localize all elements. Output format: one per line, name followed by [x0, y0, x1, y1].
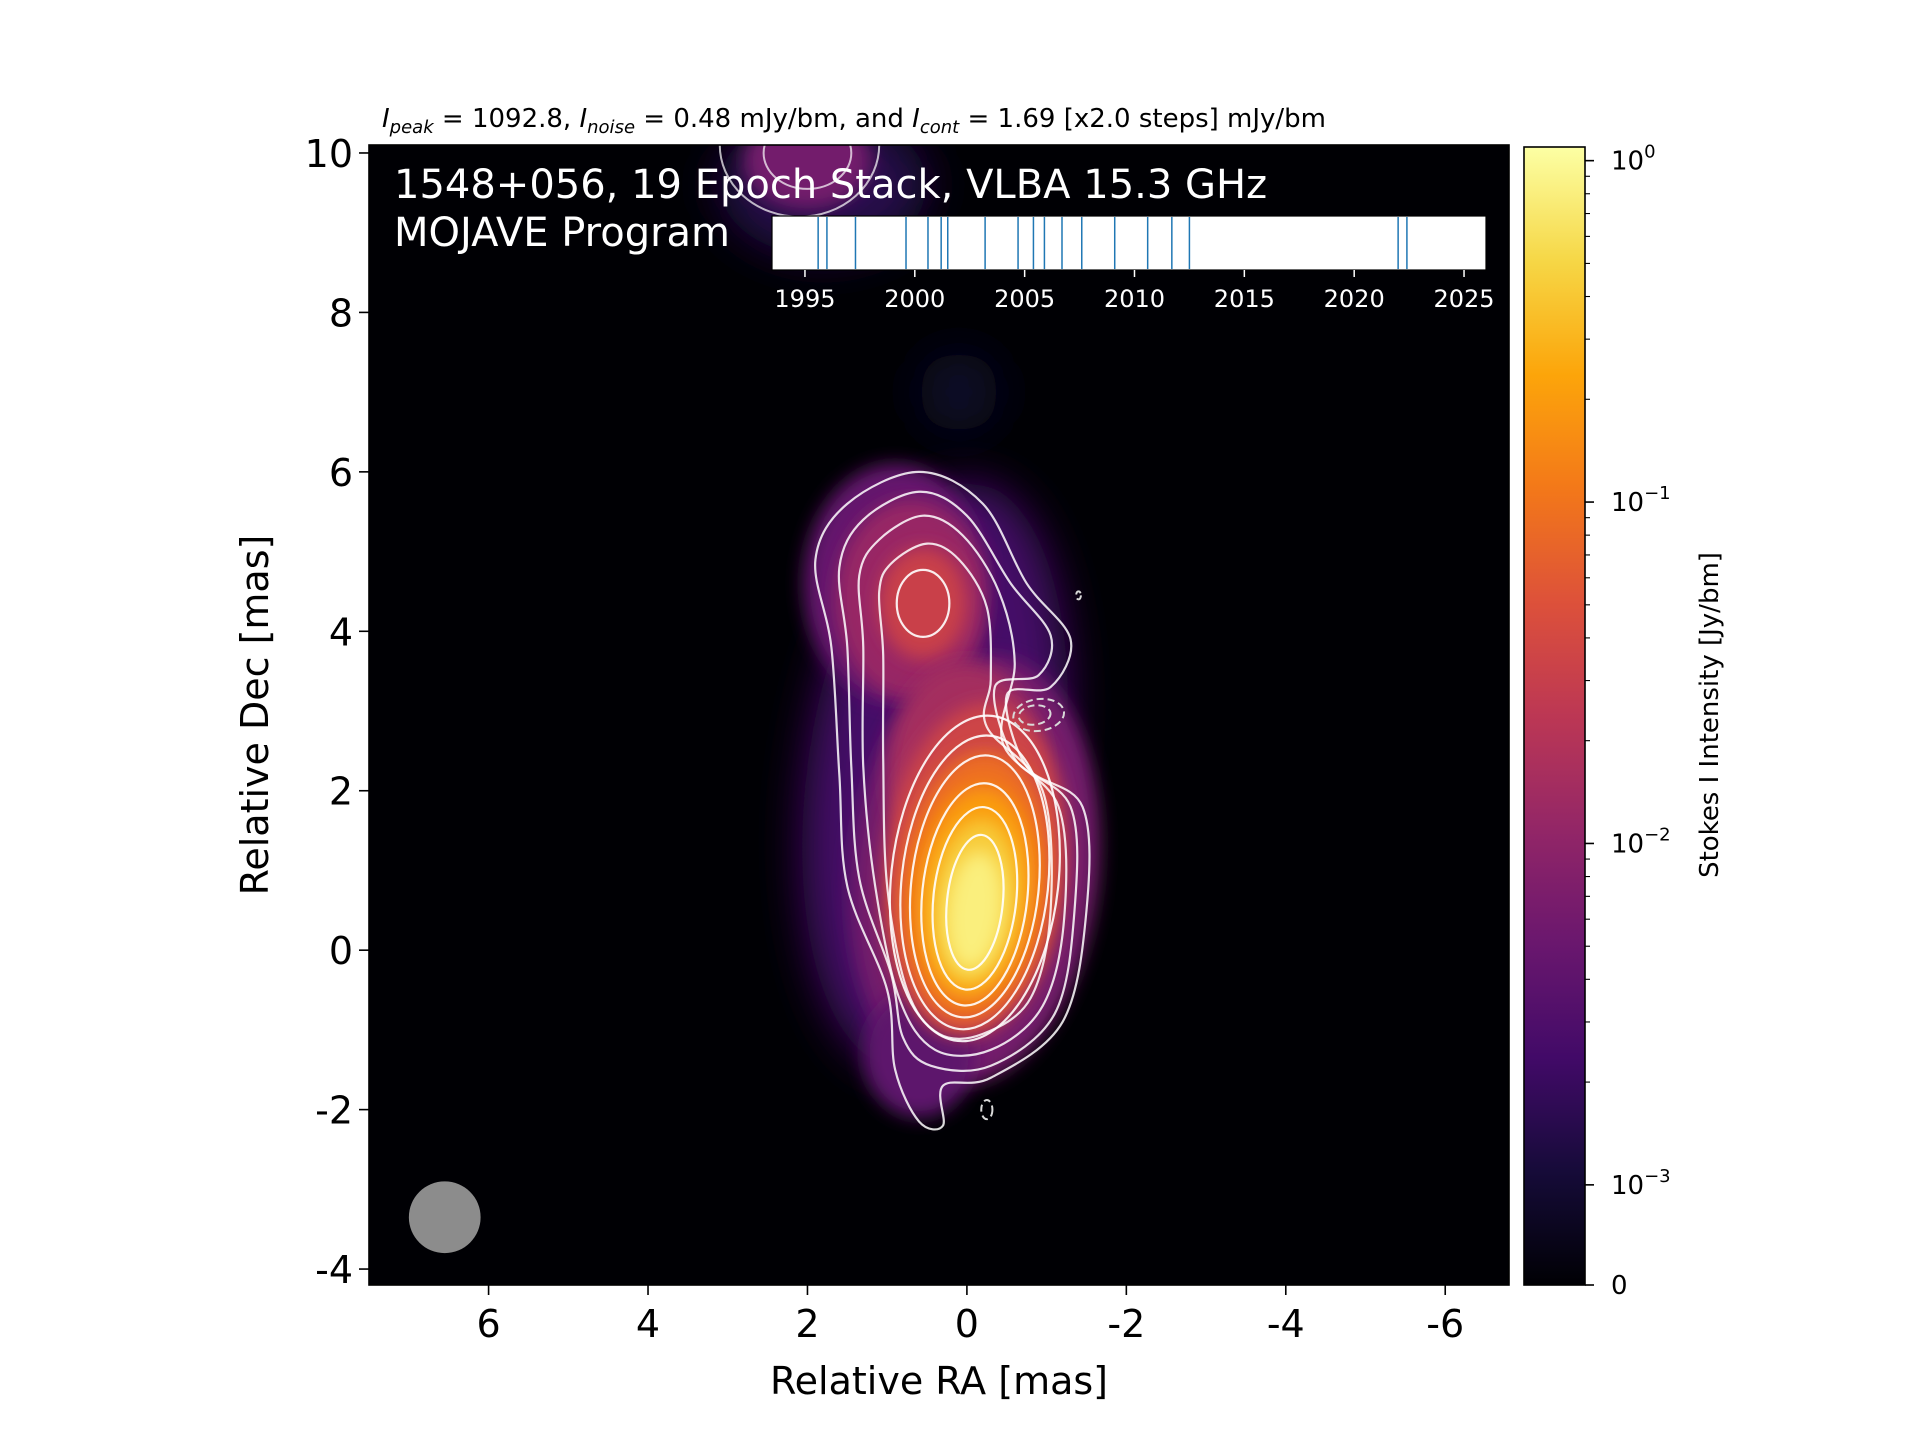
epoch-lines — [817, 217, 1408, 269]
contour-line — [931, 805, 1019, 991]
timeline-tick-label: 2025 — [1433, 285, 1494, 313]
contour-line — [920, 782, 1030, 1007]
x-tick-label: -6 — [1426, 1302, 1464, 1346]
timeline-tick-label: 2010 — [1104, 285, 1165, 313]
chart-title: Ipeak = 1092.8, Inoise = 0.48 mJy/bm, an… — [382, 104, 1326, 138]
colorbar-ticks: 100 10−1 10−2 10−3 0 — [1585, 142, 1671, 1301]
intensity-blob — [945, 850, 1005, 970]
colorbar-gradient — [1524, 147, 1585, 1285]
y-tick-label: 6 — [329, 451, 353, 495]
y-axis-label: Relative Dec [mas] — [233, 535, 277, 896]
timeline-tick-label: 2015 — [1214, 285, 1275, 313]
timeline-tick-label: 2005 — [994, 285, 1055, 313]
y-tick-label: 2 — [329, 770, 353, 814]
contour-line — [945, 833, 1005, 971]
y-tick-label: 4 — [329, 610, 353, 654]
x-axis-ticks: 6 4 2 0 -2 -4 -6 — [476, 1285, 1464, 1346]
colorbar-tick-label: 10−3 — [1611, 1166, 1671, 1201]
epoch-timeline: 1995 2000 2005 2010 2015 2020 2025 — [771, 215, 1495, 313]
contour-line — [888, 714, 1061, 1043]
x-tick-label: -4 — [1267, 1302, 1305, 1346]
x-tick-label: -2 — [1107, 1302, 1145, 1346]
y-axis-ticks: 10 8 6 4 2 0 -2 -4 — [305, 132, 369, 1292]
negative-contour — [1017, 704, 1052, 726]
y-tick-label: 0 — [329, 929, 353, 973]
timeline-frame — [771, 215, 1487, 271]
x-tick-label: 6 — [476, 1302, 500, 1346]
intensity-map — [369, 145, 1509, 1285]
y-tick-label: -2 — [315, 1089, 353, 1133]
x-tick-label: 2 — [795, 1302, 819, 1346]
y-tick-label: 10 — [305, 132, 353, 176]
x-axis-label: Relative RA [mas] — [770, 1359, 1108, 1403]
contour-line — [762, 145, 853, 190]
beam-ellipse — [408, 1181, 481, 1254]
source-annotation: 1548+056, 19 Epoch Stack, VLBA 15.3 GHz — [394, 162, 1267, 208]
contour-layer — [718, 145, 1091, 1131]
x-tick-label: 4 — [636, 1302, 660, 1346]
contour-line — [837, 490, 1079, 1072]
colorbar-tick-label: 100 — [1611, 142, 1656, 177]
intensity-blob — [919, 352, 999, 432]
negative-contour — [980, 1099, 994, 1121]
x-tick-label: 0 — [955, 1302, 979, 1346]
intensity-blob — [879, 547, 967, 660]
contour-line — [899, 734, 1051, 1031]
timeline-tick-label: 1995 — [774, 285, 835, 313]
y-tick-label: 8 — [329, 291, 353, 335]
timeline-ticks: 1995 2000 2005 2010 2015 2020 2025 — [774, 270, 1495, 313]
program-annotation: MOJAVE Program — [394, 210, 730, 256]
contour-line — [908, 754, 1041, 1019]
y-tick-label: -4 — [315, 1248, 353, 1292]
timeline-tick-label: 2020 — [1324, 285, 1385, 313]
contour-line — [857, 514, 1068, 1057]
colorbar-label: Stokes I Intensity [Jy/bm] — [1695, 552, 1725, 878]
negative-contour — [1012, 697, 1066, 733]
timeline-tick-label: 2000 — [884, 285, 945, 313]
contour-line — [895, 568, 951, 638]
colorbar-tick-label: 10−2 — [1611, 824, 1671, 859]
contour-line — [814, 470, 1091, 1131]
colorbar-tick-label: 10−1 — [1611, 483, 1671, 518]
plot-frame — [368, 144, 1510, 1286]
negative-contour — [1075, 590, 1082, 601]
contour-line — [877, 542, 1053, 1040]
colorbar: 100 10−1 10−2 10−3 0 Stokes I Intensity [Jy/… — [1523, 142, 1725, 1301]
colorbar-frame — [1523, 146, 1586, 1286]
intensity-blob — [743, 145, 872, 209]
colorbar-tick-label: 0 — [1611, 1271, 1628, 1301]
